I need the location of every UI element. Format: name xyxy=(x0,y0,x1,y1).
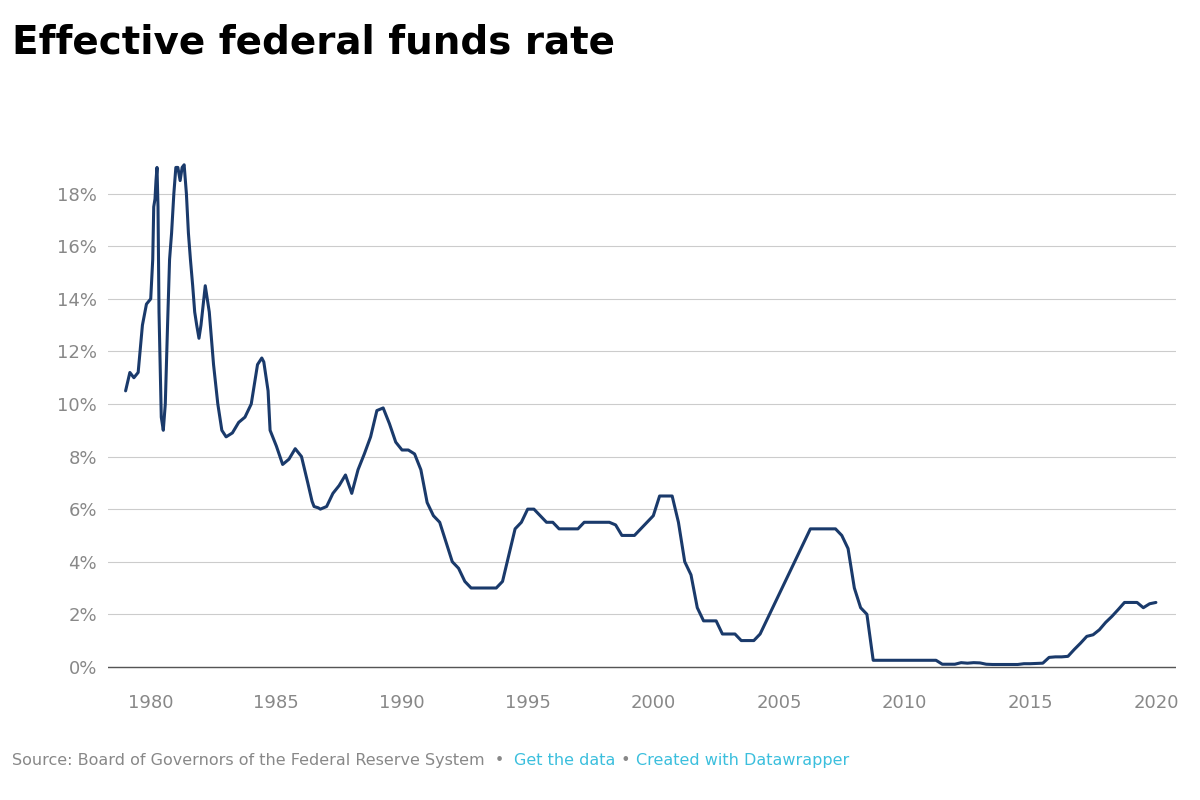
Text: Source: Board of Governors of the Federal Reserve System  •: Source: Board of Governors of the Federa… xyxy=(12,753,515,768)
Text: Get the data: Get the data xyxy=(515,753,616,768)
Text: Created with Datawrapper: Created with Datawrapper xyxy=(636,753,848,768)
Text: •: • xyxy=(616,753,636,768)
Text: Effective federal funds rate: Effective federal funds rate xyxy=(12,24,616,62)
